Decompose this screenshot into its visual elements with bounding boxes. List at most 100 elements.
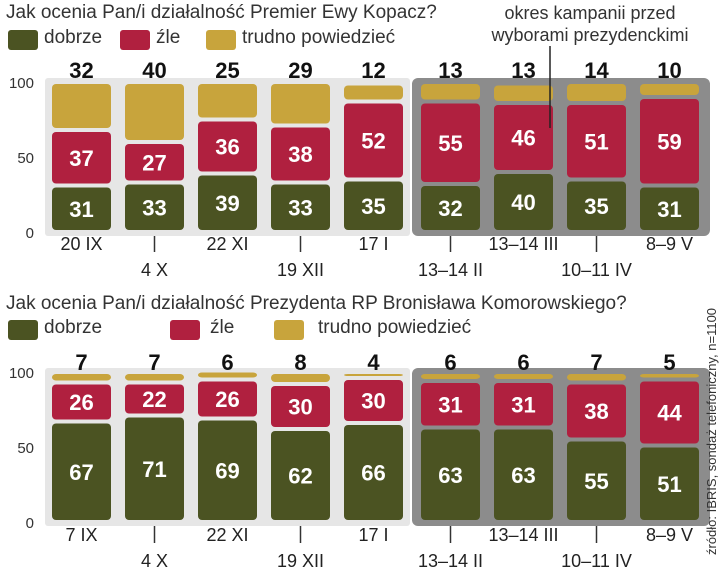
chart1-label-1-0: 37 xyxy=(69,146,93,171)
chart2-category-6: 13–14 III xyxy=(488,525,558,545)
chart2-category-2: 22 XI xyxy=(206,525,248,545)
chart2-label-0-5: 63 xyxy=(438,463,462,488)
chart2-category-1: 4 X xyxy=(141,551,168,571)
chart2-legend-bad: źle xyxy=(210,317,235,338)
chart1-legend-swatch-bad xyxy=(120,30,150,50)
campaign-note-line1: okres kampanii przed xyxy=(504,3,676,23)
chart1-bar-dobrze-7 xyxy=(567,181,626,230)
chart2-label-hard-4: 4 xyxy=(367,350,380,375)
chart1-category-6: 13–14 III xyxy=(488,234,558,254)
chart1-label-0-5: 32 xyxy=(438,196,462,221)
chart1-label-1-8: 59 xyxy=(657,129,681,154)
chart2-label-0-4: 66 xyxy=(361,461,385,486)
chart2-title: Jak ocenia Pan/i działalność Prezydenta … xyxy=(6,293,627,314)
chart2-bg-campaign xyxy=(412,368,710,526)
chart1-label-hard-8: 10 xyxy=(657,58,681,83)
chart2-legend-swatch-bad xyxy=(170,320,200,340)
chart1-legend-bad: źle xyxy=(156,27,181,48)
chart2-label-1-7: 38 xyxy=(584,399,608,424)
chart1-label-hard-1: 40 xyxy=(142,58,166,83)
chart1-label-hard-5: 13 xyxy=(438,58,462,83)
chart1-bar-trudno-powiedzieć-5 xyxy=(421,84,480,100)
chart2-label-1-4: 30 xyxy=(361,389,385,414)
chart2-legend-good: dobrze xyxy=(44,317,103,338)
chart2-bar-dobrze-5 xyxy=(421,429,480,520)
chart1-label-hard-0: 32 xyxy=(69,58,93,83)
chart1-legend-good: dobrze xyxy=(44,27,103,48)
chart2-bar-źle-5 xyxy=(421,383,480,426)
chart2-label-hard-8: 5 xyxy=(663,350,675,375)
chart2-label-0-3: 62 xyxy=(288,464,312,489)
chart1-ytick-100: 100 xyxy=(9,75,34,92)
chart2-category-8: 8–9 V xyxy=(646,525,693,545)
chart1-category-2: 22 XI xyxy=(206,234,248,254)
chart1-label-hard-4: 12 xyxy=(361,58,385,83)
chart2-label-hard-5: 6 xyxy=(444,350,456,375)
chart2-category-5: 13–14 II xyxy=(418,551,483,571)
chart1-ytick-0: 0 xyxy=(26,225,34,242)
chart2-bar-źle-1 xyxy=(125,384,184,414)
chart2-category-0: 7 IX xyxy=(65,525,97,545)
chart1-bar-trudno-powiedzieć-3 xyxy=(271,84,330,124)
chart2-legend-hard: trudno powiedzieć xyxy=(318,317,472,338)
chart2-bar-źle-8 xyxy=(640,381,699,444)
chart2-bar-trudno-powiedzieć-0 xyxy=(52,374,111,381)
chart1-label-hard-3: 29 xyxy=(288,58,312,83)
chart2-bar-dobrze-4 xyxy=(344,425,403,520)
chart2-bar-dobrze-0 xyxy=(52,423,111,520)
chart1-bar-trudno-powiedzieć-1 xyxy=(125,84,184,140)
chart2-bar-źle-6 xyxy=(494,383,553,426)
chart1-label-0-2: 39 xyxy=(215,191,239,216)
chart1-bar-źle-0 xyxy=(52,132,111,184)
chart1-bar-źle-4 xyxy=(344,103,403,178)
chart2-category-3: 19 XII xyxy=(277,551,324,571)
chart1-bar-dobrze-6 xyxy=(494,174,553,230)
chart1-bar-trudno-powiedzieć-4 xyxy=(344,85,403,100)
chart2-label-hard-7: 7 xyxy=(590,350,602,375)
chart1-category-0: 20 IX xyxy=(60,234,102,254)
chart1-legend-swatch-hard xyxy=(206,30,236,50)
chart2-label-1-0: 26 xyxy=(69,390,93,415)
chart1-label-0-4: 35 xyxy=(361,194,385,219)
chart2-label-0-2: 69 xyxy=(215,458,239,483)
chart1-bar-dobrze-1 xyxy=(125,184,184,230)
chart2-label-hard-1: 7 xyxy=(148,350,160,375)
chart2-bar-dobrze-3 xyxy=(271,431,330,520)
chart2-bar-trudno-powiedzieć-8 xyxy=(640,374,699,378)
chart1-label-hard-2: 25 xyxy=(215,58,239,83)
chart2-category-7: 10–11 IV xyxy=(561,551,632,571)
chart1-label-0-6: 40 xyxy=(511,190,535,215)
chart1-ytick-50: 50 xyxy=(17,150,34,167)
chart1-label-hard-6: 13 xyxy=(511,58,535,83)
chart1-legend-swatch-good xyxy=(8,30,38,50)
chart1-bar-dobrze-3 xyxy=(271,184,330,230)
chart2-label-hard-2: 6 xyxy=(221,350,233,375)
chart2-bar-źle-3 xyxy=(271,386,330,427)
chart1-bar-dobrze-5 xyxy=(421,186,480,230)
chart1-category-4: 17 I xyxy=(358,234,388,254)
campaign-note: okres kampanii przed wyborami prezydenck… xyxy=(480,2,700,46)
chart1-bar-trudno-powiedzieć-0 xyxy=(52,84,111,128)
chart1-legend-hard: trudno powiedzieć xyxy=(242,27,396,48)
chart2-legend-swatch-good xyxy=(8,320,38,340)
chart2-label-1-2: 26 xyxy=(215,387,239,412)
chart1-bar-dobrze-2 xyxy=(198,175,257,230)
campaign-note-line2: wyborami prezydenckimi xyxy=(491,25,689,45)
chart2-bar-dobrze-7 xyxy=(567,441,626,520)
chart2-label-0-0: 67 xyxy=(69,460,93,485)
chart2-bar-źle-0 xyxy=(52,384,111,420)
chart1-label-0-8: 31 xyxy=(657,197,681,222)
chart1-bar-trudno-powiedzieć-7 xyxy=(567,84,626,101)
chart2-bar-trudno-powiedzieć-1 xyxy=(125,374,184,381)
chart2-bar-źle-7 xyxy=(567,384,626,438)
chart2-label-1-8: 44 xyxy=(657,401,682,426)
chart1-label-0-0: 31 xyxy=(69,197,93,222)
chart1-category-3: 19 XII xyxy=(277,260,324,280)
chart1-label-1-5: 55 xyxy=(438,131,462,156)
chart1-bar-trudno-powiedzieć-2 xyxy=(198,84,257,118)
chart2-label-hard-6: 6 xyxy=(517,350,529,375)
chart2-label-1-3: 30 xyxy=(288,395,312,420)
chart1-label-1-3: 38 xyxy=(288,142,312,167)
chart2-bar-trudno-powiedzieć-5 xyxy=(421,374,480,379)
